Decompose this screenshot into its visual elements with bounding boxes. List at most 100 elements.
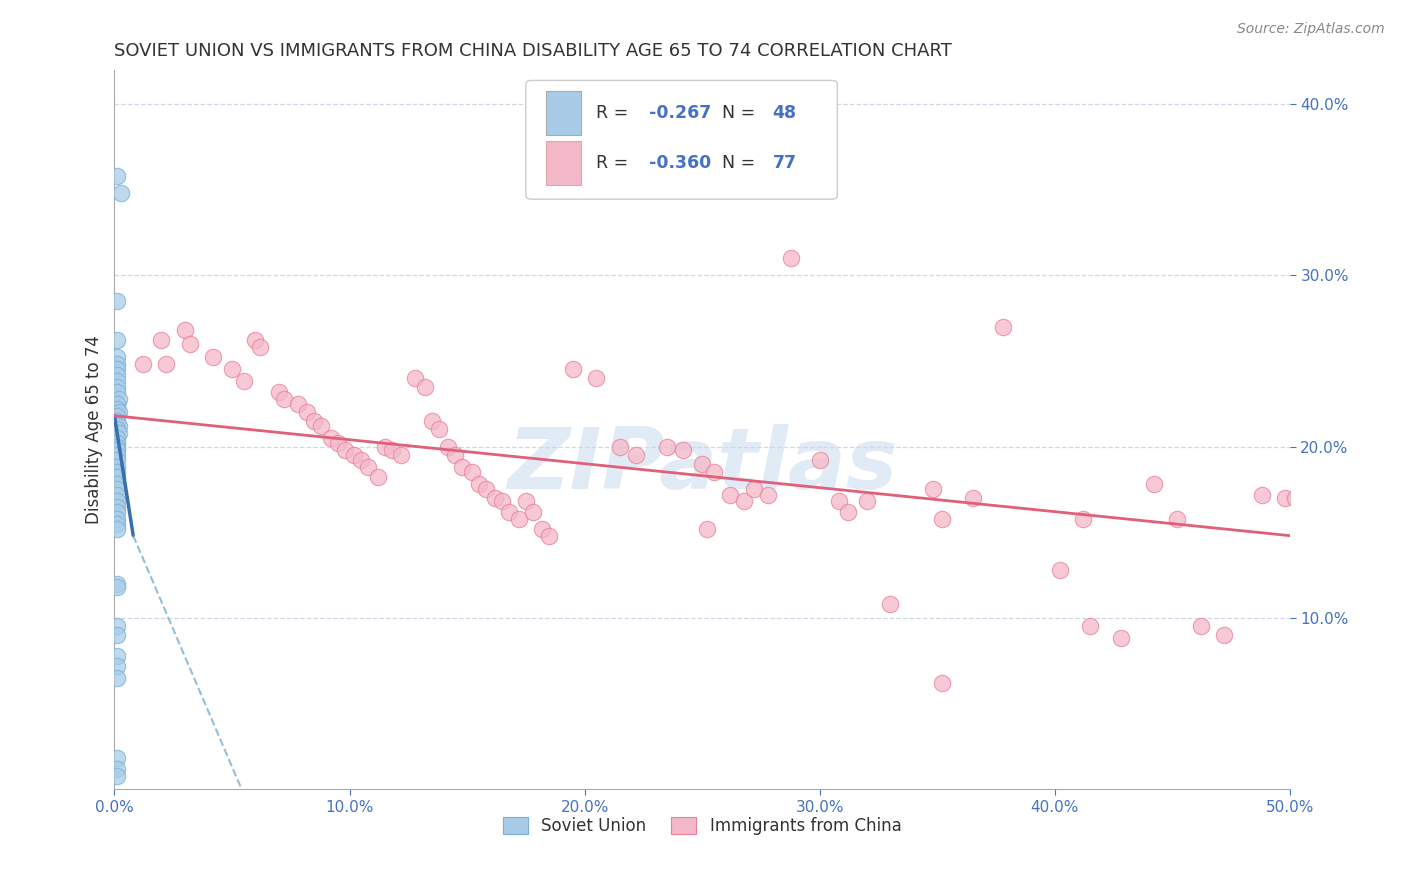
Point [105, 487, 128, 501]
Point [179, 336, 201, 351]
Point [1189, 619, 1212, 633]
Point [105, 379, 128, 393]
Point [311, 419, 333, 434]
Text: 48: 48 [773, 103, 797, 122]
Point [696, 522, 718, 536]
Point [105, 293, 128, 308]
Point [343, 448, 366, 462]
Point [105, 460, 128, 475]
Point [105, 465, 128, 479]
Point [105, 470, 128, 484]
Point [267, 384, 290, 399]
Point [733, 494, 755, 508]
Point [105, 505, 128, 519]
Point [249, 340, 271, 354]
Point [655, 440, 678, 454]
Point [461, 465, 484, 479]
Point [1284, 491, 1306, 505]
Point [1213, 628, 1236, 642]
Point [437, 440, 460, 454]
Point [105, 409, 128, 423]
Point [105, 357, 128, 371]
Point [304, 414, 326, 428]
Point [245, 334, 267, 348]
Text: -0.267: -0.267 [650, 103, 711, 122]
Point [374, 440, 396, 454]
Text: Source: ZipAtlas.com: Source: ZipAtlas.com [1237, 22, 1385, 37]
Point [508, 511, 530, 525]
Point [108, 392, 131, 406]
Point [879, 597, 901, 611]
Text: R =: R = [596, 154, 634, 172]
Point [105, 522, 128, 536]
Point [1049, 563, 1071, 577]
Point [468, 477, 491, 491]
Point [110, 186, 132, 200]
Point [105, 483, 128, 497]
Point [962, 491, 984, 505]
Point [609, 440, 631, 454]
Point [105, 334, 128, 348]
Point [333, 442, 356, 457]
Point [105, 619, 128, 633]
Text: N =: N = [723, 103, 761, 122]
Point [404, 371, 426, 385]
Point [703, 465, 725, 479]
Point [319, 431, 342, 445]
Point [105, 762, 128, 776]
Point [105, 628, 128, 642]
Point [105, 397, 128, 411]
Point [105, 375, 128, 389]
Point [105, 576, 128, 591]
Point [531, 522, 554, 536]
Point [585, 371, 607, 385]
Point [108, 405, 131, 419]
Text: N =: N = [723, 154, 761, 172]
Text: 77: 77 [773, 154, 797, 172]
Point [105, 440, 128, 454]
Point [105, 580, 128, 594]
FancyBboxPatch shape [526, 80, 838, 199]
Point [273, 392, 295, 406]
Point [105, 671, 128, 685]
Point [672, 442, 695, 457]
Point [420, 414, 443, 428]
Point [991, 319, 1014, 334]
Text: SOVIET UNION VS IMMIGRANTS FROM CHINA DISABILITY AGE 65 TO 74 CORRELATION CHART: SOVIET UNION VS IMMIGRANTS FROM CHINA DI… [114, 42, 952, 60]
Point [105, 658, 128, 673]
Point [105, 384, 128, 399]
Point [105, 516, 128, 531]
Point [690, 457, 713, 471]
FancyBboxPatch shape [546, 90, 581, 135]
Point [105, 436, 128, 450]
Point [105, 351, 128, 365]
Point [484, 491, 506, 505]
Point [444, 448, 467, 462]
Y-axis label: Disability Age 65 to 74: Disability Age 65 to 74 [86, 335, 103, 524]
Point [105, 422, 128, 436]
Point [221, 362, 243, 376]
FancyBboxPatch shape [546, 141, 581, 186]
Point [451, 460, 474, 475]
Point [105, 648, 128, 663]
Point [1071, 511, 1094, 525]
Point [105, 401, 128, 416]
Point [105, 494, 128, 508]
Point [105, 768, 128, 782]
Point [108, 425, 131, 440]
Text: -0.360: -0.360 [650, 154, 711, 172]
Point [427, 422, 450, 436]
Point [105, 414, 128, 428]
Point [522, 505, 544, 519]
Point [105, 751, 128, 765]
Point [295, 405, 318, 419]
Point [108, 419, 131, 434]
Point [350, 453, 373, 467]
Legend: Soviet Union, Immigrants from China: Soviet Union, Immigrants from China [503, 817, 901, 835]
Point [1166, 511, 1188, 525]
Point [498, 505, 520, 519]
Point [105, 448, 128, 462]
Point [837, 505, 859, 519]
Point [1274, 491, 1296, 505]
Point [105, 431, 128, 445]
